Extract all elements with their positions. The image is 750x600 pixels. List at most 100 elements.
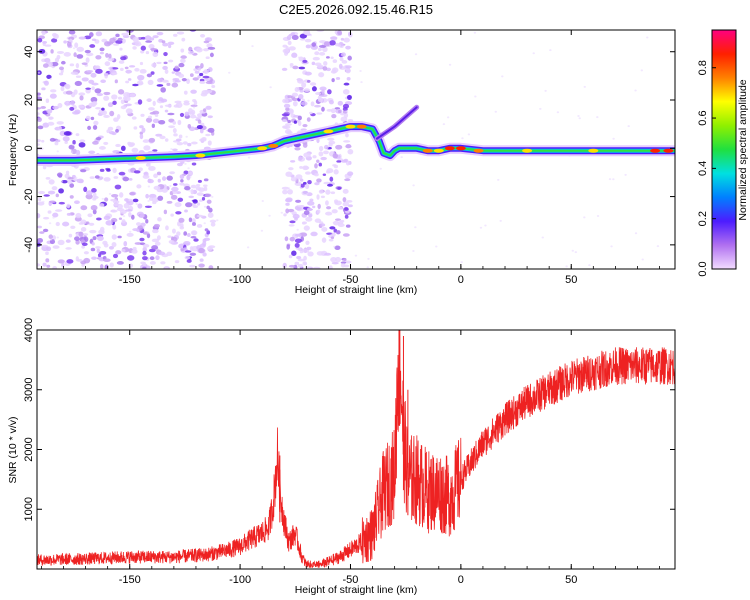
noise-blob: [210, 222, 216, 227]
noise-blob: [37, 125, 44, 130]
noise-speck: [185, 135, 188, 138]
noise-blob: [337, 223, 345, 228]
noise-speck: [588, 264, 591, 267]
noise-blob: [78, 36, 87, 40]
noise-blob: [75, 133, 80, 137]
noise-blob: [123, 203, 130, 209]
noise-blob: [179, 112, 185, 117]
noise-blob: [341, 159, 348, 163]
spectrogram-ylabel: Frequency (Hz): [7, 114, 19, 186]
noise-blob: [142, 139, 150, 143]
noise-blob: [69, 63, 75, 67]
noise-blob: [321, 106, 325, 112]
noise-blob: [47, 61, 53, 67]
noise-blob: [158, 251, 166, 256]
noise-blob: [83, 257, 91, 264]
noise-blob: [192, 98, 197, 103]
noise-speck: [367, 257, 370, 260]
noise-blob: [314, 163, 318, 169]
noise-speck: [65, 104, 69, 107]
noise-blob: [347, 204, 353, 208]
noise-blob: [107, 102, 114, 108]
noise-blob: [199, 128, 204, 134]
noise-blob: [156, 84, 164, 87]
noise-blob: [74, 236, 80, 241]
noise-blob: [96, 217, 102, 221]
noise-blob: [294, 146, 301, 151]
noise-blob: [157, 217, 162, 222]
noise-blob: [302, 261, 307, 266]
noise-blob: [201, 137, 207, 141]
noise-blob: [110, 217, 118, 223]
noise-blob: [295, 199, 302, 203]
noise-blob: [140, 36, 147, 40]
noise-speck: [610, 245, 613, 248]
noise-blob: [196, 223, 203, 228]
noise-blob: [207, 127, 215, 133]
noise-blob: [95, 31, 103, 37]
noise-blob: [178, 73, 185, 78]
noise-blob: [343, 140, 351, 143]
noise-speck: [461, 137, 464, 140]
noise-speck: [442, 123, 446, 126]
noise-blob: [157, 195, 164, 201]
noise-blob: [166, 175, 173, 181]
noise-blob: [110, 198, 117, 202]
noise-blob: [292, 65, 299, 70]
noise-blob: [128, 263, 134, 268]
noise-blob: [164, 69, 169, 75]
noise-blob: [89, 32, 94, 38]
noise-blob: [68, 30, 76, 35]
noise-blob: [110, 209, 116, 213]
noise-blob: [327, 183, 334, 187]
noise-blob: [283, 213, 287, 217]
noise-blob: [299, 250, 304, 254]
noise-blob: [330, 236, 335, 240]
noise-blob: [90, 72, 97, 78]
noise-speck: [627, 125, 630, 128]
noise-blob: [180, 55, 187, 59]
noise-blob: [142, 261, 147, 267]
noise-speck: [596, 116, 599, 119]
noise-blob: [159, 135, 166, 140]
noise-blob: [176, 231, 181, 236]
noise-blob: [134, 67, 140, 72]
noise-blob: [58, 188, 64, 194]
noise-blob: [172, 148, 178, 152]
noise-speck: [499, 219, 502, 222]
noise-blob: [337, 206, 343, 210]
noise-blob: [118, 60, 125, 64]
noise-blob: [125, 103, 132, 107]
noise-blob: [88, 150, 96, 154]
noise-blob: [168, 118, 175, 123]
noise-blob: [197, 75, 201, 79]
spectrogram-y-tick-label: -20: [23, 189, 35, 205]
noise-blob: [202, 108, 207, 112]
noise-blob: [78, 92, 86, 96]
noise-blob: [41, 30, 46, 36]
snr-x-ticks: -150 -100 -50 0 50: [41, 330, 660, 586]
noise-blob: [347, 171, 354, 176]
noise-blob: [50, 49, 54, 54]
noise-blob: [92, 236, 97, 241]
noise-blob: [303, 166, 310, 170]
noise-blob: [318, 45, 327, 48]
noise-blob: [194, 70, 200, 74]
noise-blob: [188, 171, 193, 175]
noise-blob: [94, 175, 100, 179]
noise-blob: [119, 192, 124, 198]
noise-blob: [284, 129, 292, 135]
noise-blob: [334, 245, 341, 251]
noise-blob: [95, 68, 103, 74]
noise-blob: [62, 221, 70, 227]
noise-blob: [168, 59, 174, 63]
noise-blob: [58, 125, 62, 131]
noise-blob: [118, 171, 126, 176]
noise-blob: [311, 61, 316, 66]
noise-blob: [335, 76, 341, 80]
noise-speck: [501, 75, 504, 78]
noise-blob: [345, 143, 352, 149]
noise-blob: [316, 194, 320, 200]
noise-blob: [207, 67, 213, 72]
noise-blob: [88, 222, 95, 226]
